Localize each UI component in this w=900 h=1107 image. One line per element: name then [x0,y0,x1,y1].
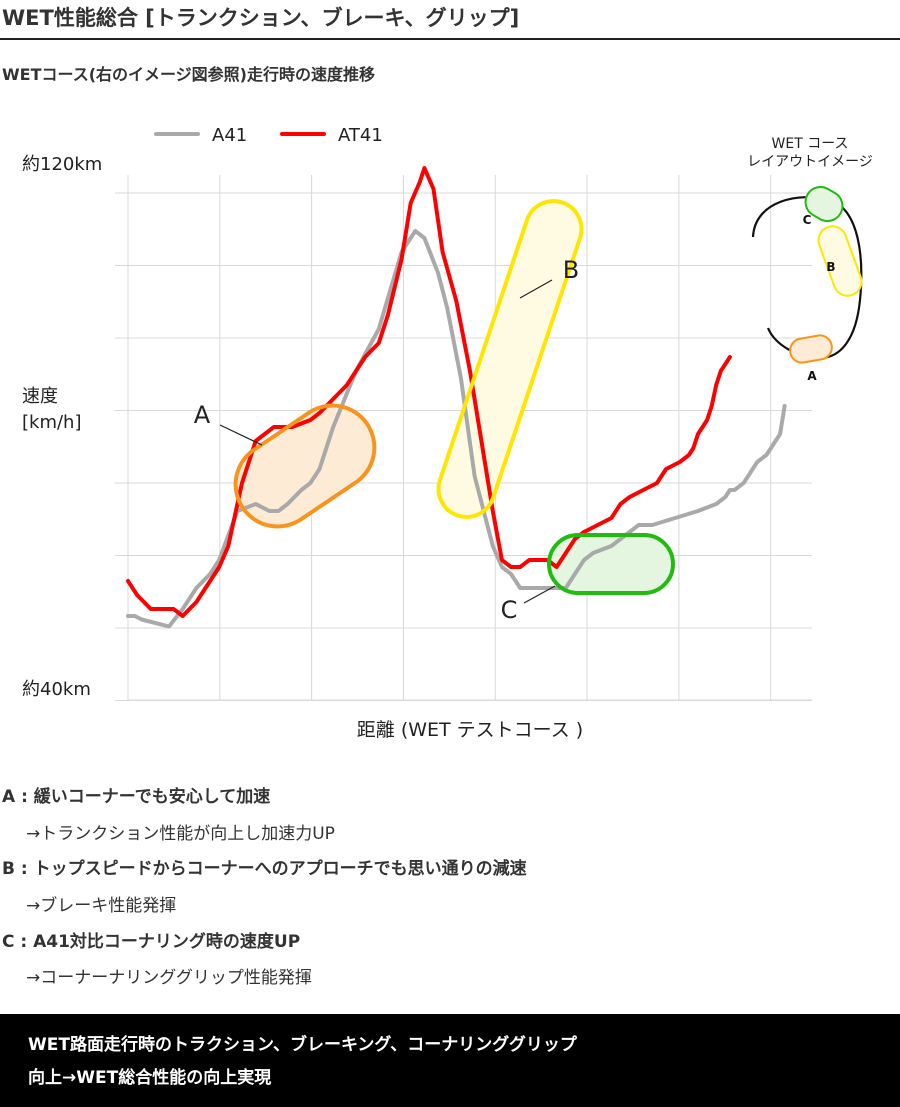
note-b-head: B : トップスピードからコーナーへのアプローチでも思い通りの減速 [2,859,527,879]
callout-label-a: A [194,401,211,429]
note-c-head: C : A41対比コーナリング時の速度UP [2,932,301,952]
course-zone-a [789,334,833,364]
series-line-a41 [126,229,787,629]
note-c-sub: →コーナーナリンググリップ性能発揮 [26,968,312,988]
footer-line2: 向上→WET総合性能の向上実現 [28,1068,272,1088]
note-a-sub: →トランクション性能が向上し加速力UP [26,824,335,844]
highlight-fill-a [235,405,375,527]
series-layer [126,166,787,629]
highlight-outline-b [436,199,584,519]
course-zone-b [817,225,863,297]
chart-subtitle: WETコース(右のイメージ図参照)走行時の速度推移 [2,65,375,84]
callout-line-c [523,585,556,604]
inset-label-a: A [807,369,817,383]
title-bar: WET性能総合 [トランクション、ブレーキ、グリップ] [0,0,900,40]
y-axis-label-line1: 速度 [22,386,58,407]
inset-label-b: B [826,260,835,274]
y-axis-label-line2: [km/h] [22,412,81,433]
note-b-sub: →ブレーキ性能発揮 [26,896,177,916]
callout-label-b: B [563,256,579,284]
legend: A41 AT41 [154,125,383,146]
summary-footer: WET路面走行時のトラクション、ブレーキング、コーナリンググリップ 向上→WET… [0,1014,900,1107]
callout-label-c: C [501,596,518,624]
callout-line-a [219,424,263,446]
series-line-at41 [126,166,732,618]
speed-chart: A B C A41 AT41 約120km 約40km 速度 [km/h] 距離 (W… [22,125,873,741]
legend-label-at41: AT41 [338,125,383,146]
legend-label-a41: A41 [212,125,247,146]
y-top-label: 約120km [22,154,102,175]
x-axis-label: 距離 (WET テストコース ) [357,719,583,741]
y-bottom-label: 約40km [22,679,91,700]
inset-title-line2: レイアウトイメージ [747,154,873,170]
highlight-outline-c [547,533,675,595]
highlight-fills [235,201,673,593]
highlight-outline-a [233,403,377,529]
highlight-fill-b [438,201,582,517]
note-a-head: A : 緩いコーナーでも安心して加速 [2,787,271,807]
course-layout-inset: WET コース レイアウトイメージ C B A [747,136,873,383]
footer-line1: WET路面走行時のトラクション、ブレーキング、コーナリンググリップ [28,1035,577,1055]
highlight-outlines: A B C [194,199,675,624]
highlight-fill-c [549,535,673,593]
y-axis-label: 速度 [km/h] [22,386,81,433]
inset-title-line1: WET コース [772,136,849,152]
inset-label-c: C [803,213,812,227]
page-title: WET性能総合 [トランクション、ブレーキ、グリップ] [2,6,520,30]
callout-line-b [519,279,553,299]
course-zone-c [804,186,844,222]
